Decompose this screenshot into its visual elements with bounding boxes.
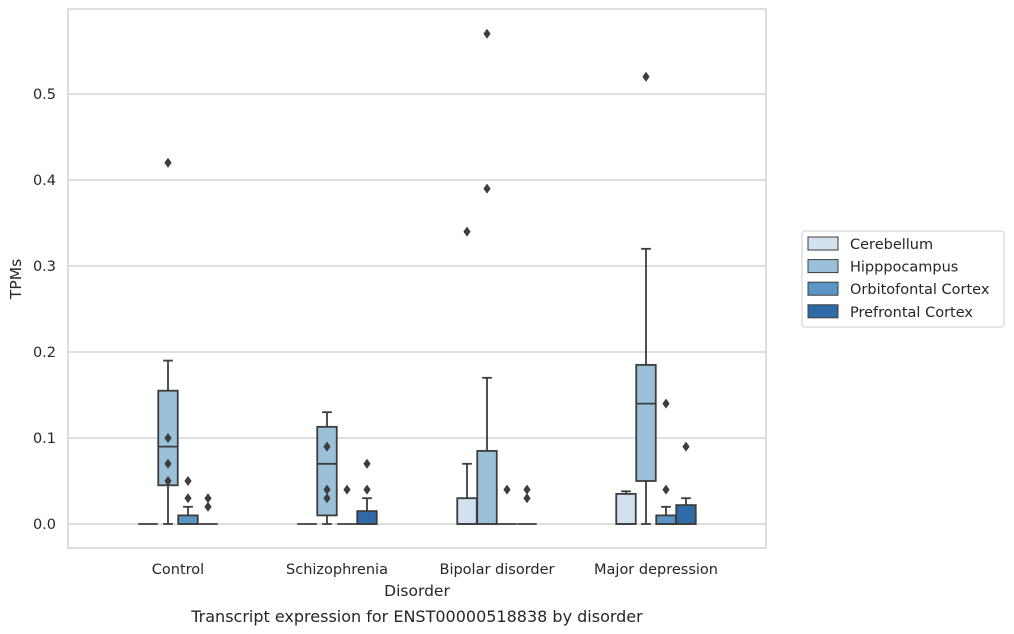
x-tick-label: Schizophrenia [286,562,388,578]
box-body [476,449,498,525]
outlier-point [204,501,212,512]
outlier-point [323,441,331,452]
y-tick-label: 0.3 [33,259,56,275]
outlier-point [204,493,212,504]
plot-frame [67,8,767,549]
box [675,441,697,525]
outlier-point [682,441,690,452]
outlier-point [164,433,172,443]
box [356,458,378,525]
outlier-point [184,476,192,486]
box [157,157,179,525]
legend-frame [801,230,1005,328]
box-body [177,514,199,525]
outlier-point [184,493,192,504]
box [497,484,517,525]
outlier-point [523,493,531,504]
outlier-point [363,458,371,469]
x-axis-label: Disorder [384,582,450,600]
outlier-point [323,493,331,504]
y-tick-label: 0.2 [33,345,56,361]
outlier-point [662,484,670,495]
box [476,28,498,525]
x-tick-labels: Control Schizophrenia Bipolar disorder Majo… [152,562,718,578]
x-tick-label: Bipolar disorder [440,562,555,578]
y-tick-labels: 0.0 0.1 0.2 0.3 0.4 0.5 [33,87,56,533]
outlier-point [483,28,491,39]
box [316,411,338,525]
box-body [456,497,478,525]
outlier-point [343,484,351,495]
y-tick-label: 0.4 [33,173,56,189]
outlier-point [642,71,650,82]
series-orbitofontal-cortex [177,398,677,525]
y-tick-label: 0.0 [33,517,56,533]
box [198,493,218,525]
y-tick-label: 0.1 [33,431,56,447]
box [337,484,357,525]
outlier-point [503,484,511,495]
box [635,71,657,525]
outlier-point [463,226,471,237]
series-cerebellum [138,226,637,525]
outlier-point [164,458,172,469]
outlier-point [164,157,172,168]
box [615,490,637,525]
y-axis-label: TPMs [7,259,25,300]
legend-swatch [807,304,839,319]
box-series-group [138,28,697,525]
legend-entry-label: Orbitofontal Cortex [850,282,990,298]
series-hipppocampus [157,28,657,525]
outlier-point [164,476,172,486]
box [456,226,478,525]
box-body [615,492,637,525]
legend-entry-label: Hipppocampus [850,260,958,276]
legend-swatch [807,259,839,274]
outlier-point [523,484,531,495]
box [177,476,199,525]
outlier-point [483,183,491,194]
outlier-point [363,484,371,495]
x-tick-label: Control [152,562,204,578]
legend-swatch [807,236,839,251]
box-body [655,514,677,525]
legend: Cerebellum Hipppocampus Orbitofontal Corte… [801,230,1005,328]
outlier-point [662,398,670,409]
box-body [635,363,657,482]
legend-entry-label: Prefrontal Cortex [850,305,973,321]
series-prefrontal-cortex [198,441,697,525]
y-tick-label: 0.5 [33,87,56,103]
box-body [356,510,378,525]
outlier-point [323,484,331,495]
box [517,484,537,525]
box [655,398,677,525]
box-body [675,504,697,525]
box-body [316,425,338,517]
x-tick-label: Major depression [594,562,718,578]
chart-caption: Transcript expression for ENST0000051883… [190,607,643,626]
legend-entry-label: Cerebellum [850,237,933,253]
legend-swatch [807,281,839,296]
